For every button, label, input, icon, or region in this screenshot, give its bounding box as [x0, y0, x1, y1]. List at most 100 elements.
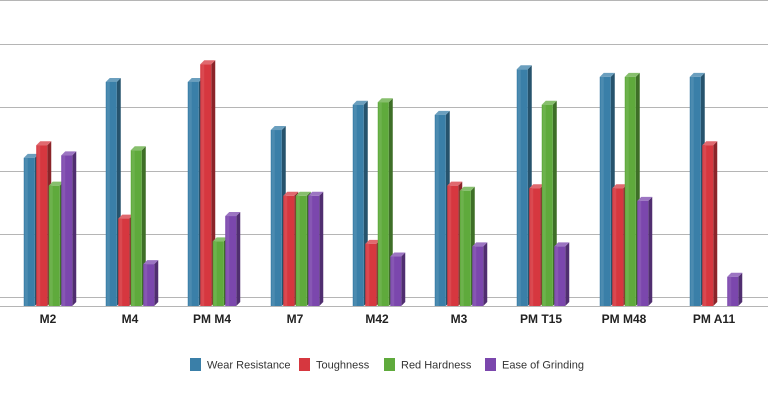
bar-ease-of-grinding — [727, 272, 743, 306]
bar-top — [365, 239, 381, 244]
bar-highlight — [728, 276, 732, 306]
bar-highlight — [284, 195, 288, 306]
bar-front — [225, 216, 237, 306]
x-tick-label: M42 — [365, 312, 389, 326]
bar-group-m42 — [352, 98, 406, 306]
bar-highlight — [542, 104, 546, 306]
bar-highlight — [226, 216, 230, 306]
bar-top — [472, 242, 488, 247]
bar-front — [529, 188, 541, 306]
legend-label: Wear Resistance — [207, 360, 291, 372]
bar-front — [599, 76, 611, 306]
bar-group-m3 — [434, 110, 488, 306]
bar-top — [36, 141, 52, 146]
legend-swatch — [384, 358, 395, 371]
bar-top — [434, 110, 450, 115]
bar-front — [637, 200, 649, 306]
bar-front — [434, 114, 446, 306]
bar-highlight — [131, 150, 135, 306]
bar-group-pm-m48 — [599, 72, 653, 306]
bar-front — [624, 76, 636, 306]
bar-group-m4 — [105, 77, 159, 306]
bar-side — [648, 196, 653, 306]
bar-top — [283, 191, 299, 196]
bar-top — [554, 242, 570, 247]
bar-highlight — [555, 246, 559, 306]
bar-front — [377, 102, 389, 306]
bar-top — [612, 184, 628, 189]
bar-front — [554, 246, 566, 306]
bar-top — [295, 191, 311, 196]
bar-highlight — [690, 76, 694, 306]
bar-highlight — [530, 188, 534, 306]
bar-front — [143, 264, 155, 306]
bar-side — [236, 212, 241, 306]
bar-highlight — [201, 64, 205, 307]
bar-highlight — [473, 246, 477, 306]
bar-front — [23, 157, 35, 306]
legend-swatch — [299, 358, 310, 371]
bar-group-pm-t15 — [516, 65, 570, 306]
bar-top — [390, 252, 406, 257]
bar-top — [61, 151, 77, 156]
bar-highlight — [309, 195, 313, 306]
bar-top — [200, 60, 216, 65]
bar-top — [727, 272, 743, 277]
bar-top — [637, 196, 653, 201]
bar-top — [459, 186, 475, 191]
bar-top — [187, 77, 203, 82]
bar-front — [390, 256, 402, 306]
bar-side — [713, 141, 718, 306]
bar-top — [689, 72, 705, 77]
legend-item: Ease of Grinding — [485, 358, 584, 372]
bar-ease-of-grinding — [225, 212, 241, 306]
bar-side — [401, 252, 406, 306]
bar-group-m7 — [270, 126, 324, 307]
legend-item: Toughness — [299, 358, 370, 372]
bar-highlight — [625, 76, 629, 306]
bar-group-pm-a11 — [689, 72, 743, 306]
bar-top — [130, 146, 146, 151]
bar-front — [472, 246, 484, 306]
bar-group-pm-m4 — [187, 60, 241, 307]
bar-side — [72, 151, 77, 306]
x-tick-label: M3 — [451, 312, 468, 326]
bar-front — [727, 276, 739, 306]
bar-top — [447, 181, 463, 186]
bar-side — [565, 242, 570, 306]
bar-top — [48, 181, 64, 186]
legend-label: Red Hardness — [401, 360, 472, 372]
bar-highlight — [188, 81, 192, 306]
bar-front — [516, 69, 528, 306]
bar-highlight — [213, 241, 217, 306]
legend-label: Ease of Grinding — [502, 360, 584, 372]
bar-highlight — [448, 185, 452, 306]
bar-group-m2 — [23, 141, 77, 306]
bar-highlight — [600, 76, 604, 306]
bar-top — [23, 153, 39, 158]
bar-front — [702, 145, 714, 306]
bar-front — [352, 104, 364, 306]
bar-front — [541, 104, 553, 306]
bar-ease-of-grinding — [637, 196, 653, 306]
bar-front — [36, 145, 48, 306]
bar-highlight — [613, 188, 617, 306]
bar-front — [48, 185, 60, 306]
bar-side — [388, 98, 393, 306]
bar-highlight — [37, 145, 41, 306]
bar-top — [270, 126, 286, 131]
bar-highlight — [106, 81, 110, 306]
bar-top — [105, 77, 121, 82]
bar-top — [541, 100, 557, 105]
x-tick-label: PM A11 — [693, 312, 736, 326]
bar-top — [352, 100, 368, 105]
bar-highlight — [49, 185, 53, 306]
bar-top — [702, 141, 718, 146]
bar-front — [105, 81, 117, 306]
bar-highlight — [353, 104, 357, 306]
bar-top — [516, 65, 532, 70]
bar-ease-of-grinding — [143, 260, 159, 306]
bar-highlight — [460, 190, 464, 306]
bar-front — [212, 241, 224, 306]
bar-highlight — [271, 130, 275, 306]
